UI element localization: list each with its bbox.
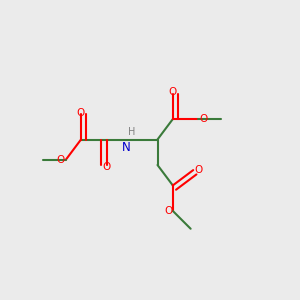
Text: N: N bbox=[122, 141, 130, 154]
Text: O: O bbox=[102, 161, 111, 172]
Text: O: O bbox=[195, 165, 203, 175]
Text: O: O bbox=[164, 206, 172, 216]
Text: O: O bbox=[169, 87, 177, 97]
Text: O: O bbox=[199, 113, 207, 124]
Text: O: O bbox=[57, 155, 65, 165]
Text: O: O bbox=[77, 107, 85, 118]
Text: H: H bbox=[128, 127, 136, 137]
